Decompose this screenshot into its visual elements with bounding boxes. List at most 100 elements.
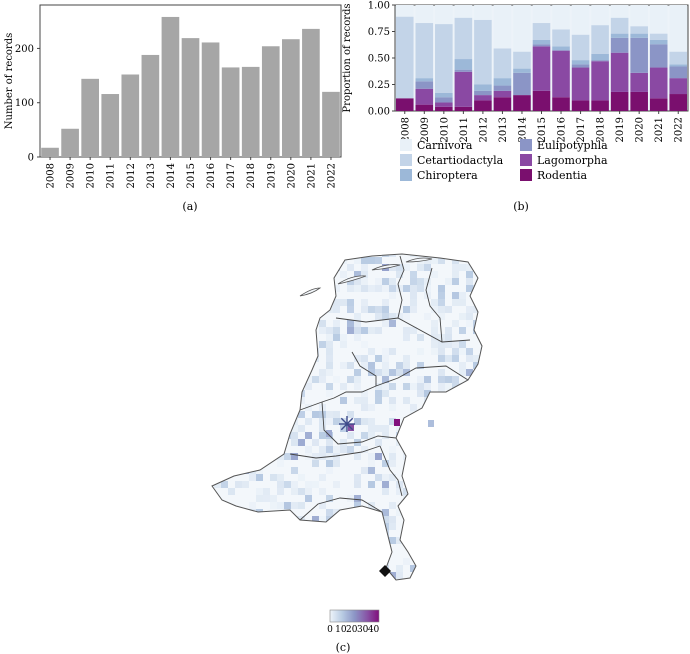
- heatmap-cell: [368, 257, 375, 264]
- heatmap-cell: [473, 537, 480, 544]
- heatmap-cell: [284, 537, 291, 544]
- heatmap-cell: [312, 376, 319, 383]
- heatmap-cell: [480, 446, 482, 453]
- heatmap-cell: [249, 537, 256, 544]
- heatmap-cell: [403, 313, 410, 320]
- heatmap-cell: [354, 474, 361, 481]
- heatmap-cell: [221, 586, 228, 593]
- heatmap-cell: [438, 355, 445, 362]
- heatmap-cell: [212, 355, 214, 362]
- heatmap-cell: [249, 355, 256, 362]
- heatmap-cell: [291, 502, 298, 509]
- heatmap-cell: [375, 551, 382, 558]
- heatmap-cell: [487, 306, 494, 313]
- heatmap-cell: [473, 460, 480, 467]
- heatmap-cell: [312, 254, 319, 257]
- heatmap-cell: [354, 355, 361, 362]
- heatmap-cell: [424, 383, 431, 390]
- bar-segment-carnivora-2009: [415, 5, 434, 24]
- panel-b-stacked-bar-chart: 0.00 0.25 0.50 0.75 1.00 2008 2009 2010 2011 2012…: [342, 1, 689, 182]
- ytick-label-b: 0.00: [368, 107, 390, 118]
- heatmap-cell: [305, 348, 312, 355]
- heatmap-cell: [361, 271, 368, 278]
- heatmap-cell: [431, 397, 438, 404]
- colorbar-tick-label: 30: [357, 625, 369, 635]
- heatmap-cell: [375, 327, 382, 334]
- heatmap-cell: [459, 516, 466, 523]
- heatmap-cell: [319, 446, 326, 453]
- heatmap-cell: [326, 355, 333, 362]
- heatmap-cell: [319, 425, 326, 432]
- heatmap-cell: [305, 355, 312, 362]
- heatmap-cell: [466, 383, 473, 390]
- heatmap-cell: [375, 285, 382, 292]
- xtick-label-b: 2020: [635, 117, 646, 142]
- heatmap-cell: [235, 271, 242, 278]
- heatmap-cell: [298, 376, 305, 383]
- heatmap-cell: [256, 474, 263, 481]
- caption-b: (b): [513, 200, 529, 213]
- heatmap-cell: [228, 572, 235, 579]
- heatmap-cell: [326, 348, 333, 355]
- heatmap-cell: [375, 572, 382, 579]
- heatmap-cell: [354, 481, 361, 488]
- heatmap-cell: [445, 355, 452, 362]
- heatmap-cell: [235, 285, 242, 292]
- heatmap-cell: [403, 383, 410, 390]
- bar-2010: [81, 78, 99, 157]
- heatmap-cell: [424, 404, 431, 411]
- heatmap-cell: [410, 586, 417, 593]
- heatmap-cell: [431, 271, 438, 278]
- asterisk-stroke: [340, 417, 354, 431]
- heatmap-cell: [291, 481, 298, 488]
- heatmap-cell: [354, 327, 361, 334]
- heatmap-cell: [347, 278, 354, 285]
- colorbar: [329, 609, 380, 623]
- heatmap-cell: [466, 565, 473, 572]
- heatmap-cell: [452, 565, 459, 572]
- heatmap-cell: [375, 439, 382, 446]
- heatmap-cell: [487, 383, 494, 390]
- heatmap-cell: [473, 502, 480, 509]
- heatmap-cell: [452, 376, 459, 383]
- bar-segment-cetartiodactyla-2020: [630, 26, 648, 34]
- heatmap-cell: [312, 411, 319, 418]
- heatmap-cell: [291, 348, 298, 355]
- heatmap-cell: [256, 558, 263, 565]
- heatmap-cell: [256, 271, 263, 278]
- heatmap-cell: [221, 558, 228, 565]
- heatmap-cell: [347, 254, 354, 257]
- heatmap-cell: [424, 509, 431, 516]
- heatmap-cell: [487, 432, 494, 439]
- heatmap-cell: [375, 355, 382, 362]
- heatmap-cell: [382, 299, 389, 306]
- heatmap-cell: [235, 278, 242, 285]
- heatmap-cell: [354, 313, 361, 320]
- heatmap-cell: [298, 488, 305, 495]
- bar-segment-carnivora-2022: [669, 5, 688, 52]
- heatmap-cell: [361, 537, 368, 544]
- heatmap-cell: [480, 481, 482, 488]
- heatmap-cell: [382, 432, 389, 439]
- heatmap-cell: [417, 495, 424, 502]
- heatmap-cell: [424, 390, 431, 397]
- heatmap-cell: [417, 390, 424, 397]
- heatmap-cell: [347, 446, 354, 453]
- heatmap-cell: [305, 376, 312, 383]
- heatmap-cell: [466, 453, 473, 460]
- heatmap-cell: [277, 516, 284, 523]
- heatmap-cell: [228, 383, 235, 390]
- heatmap-cell: [305, 481, 312, 488]
- heatmap-cell: [221, 425, 228, 432]
- heatmap-cell: [340, 341, 347, 348]
- heatmap-cell: [473, 257, 480, 264]
- heatmap-cell: [354, 565, 361, 572]
- heatmap-cell: [212, 313, 214, 320]
- heatmap-cell: [277, 474, 284, 481]
- xtick-label-a: 2016: [206, 163, 217, 188]
- heatmap-cell: [319, 254, 326, 257]
- heatmap-cell: [298, 278, 305, 285]
- heatmap-cell: [480, 306, 482, 313]
- bar-segment-carnivora-2015: [532, 5, 551, 24]
- xtick-label-b: 2017: [576, 117, 587, 142]
